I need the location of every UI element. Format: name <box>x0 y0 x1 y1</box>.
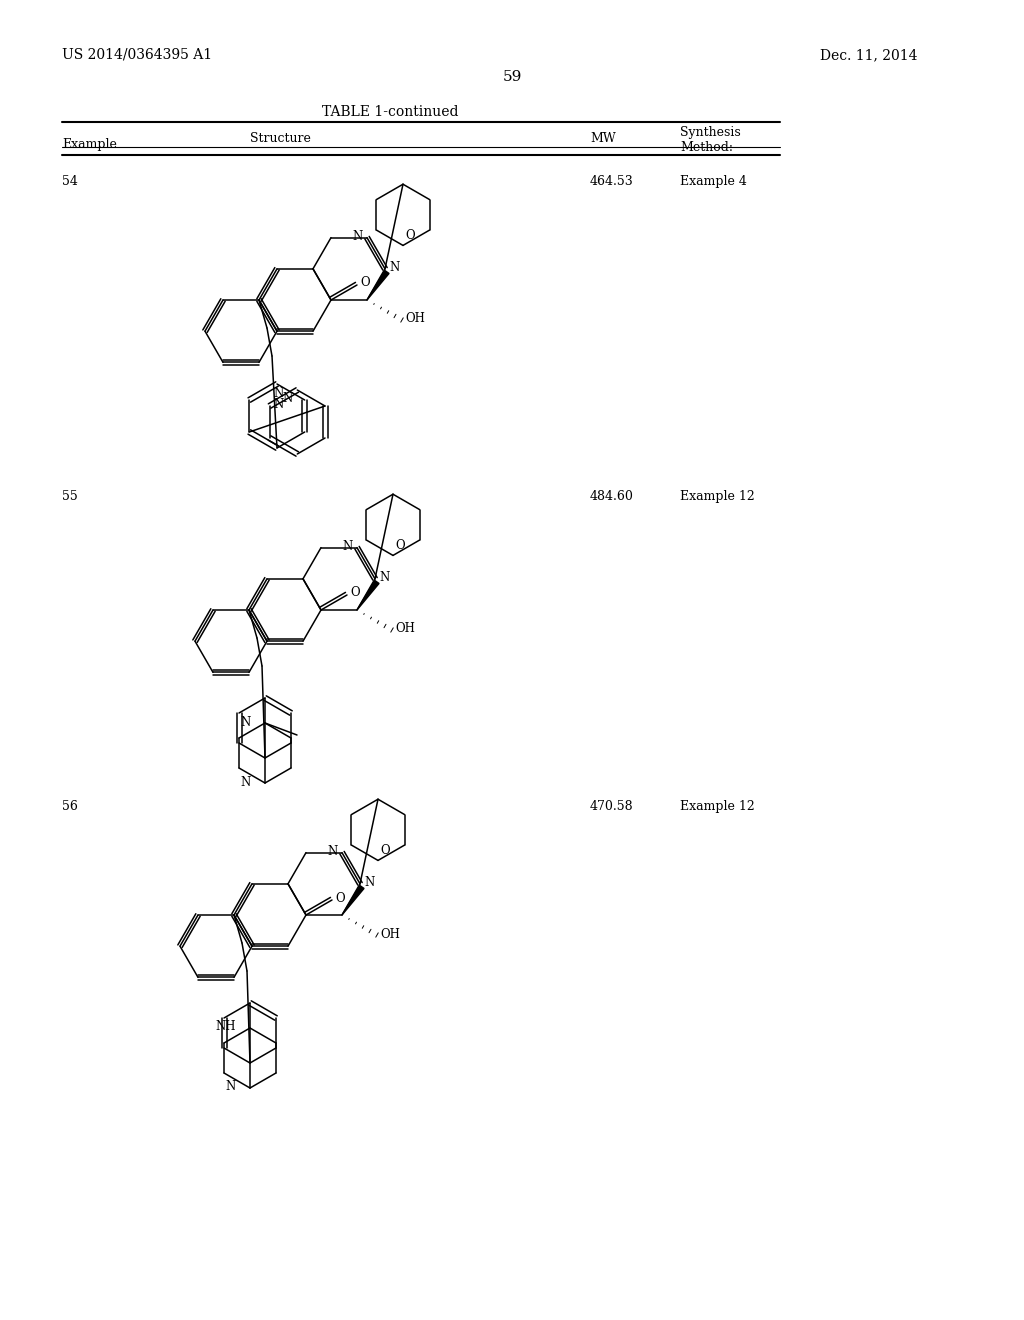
Text: 470.58: 470.58 <box>590 800 634 813</box>
Text: N: N <box>389 261 399 275</box>
Text: Example: Example <box>62 139 117 150</box>
Text: N: N <box>379 572 389 585</box>
Text: O: O <box>395 540 404 553</box>
Text: N: N <box>343 540 353 553</box>
Text: O: O <box>380 845 389 858</box>
Text: N: N <box>328 845 338 858</box>
Text: N: N <box>273 387 284 400</box>
Text: 55: 55 <box>62 490 78 503</box>
Text: N: N <box>241 715 251 729</box>
Text: Synthesis: Synthesis <box>680 125 740 139</box>
Text: Example 12: Example 12 <box>680 800 755 813</box>
Text: N: N <box>241 776 251 788</box>
Text: 59: 59 <box>503 70 521 84</box>
Text: N: N <box>273 399 284 412</box>
Text: O: O <box>335 891 345 904</box>
Text: US 2014/0364395 A1: US 2014/0364395 A1 <box>62 48 212 62</box>
Text: MW: MW <box>590 132 615 145</box>
Text: OH: OH <box>395 623 415 635</box>
Text: 54: 54 <box>62 176 78 187</box>
Text: 484.60: 484.60 <box>590 490 634 503</box>
Text: NH: NH <box>215 1020 236 1034</box>
Text: Example 4: Example 4 <box>680 176 746 187</box>
Polygon shape <box>342 886 365 915</box>
Text: N: N <box>352 230 362 243</box>
Text: OH: OH <box>380 928 400 940</box>
Text: Example 12: Example 12 <box>680 490 755 503</box>
Text: Method:: Method: <box>680 141 733 154</box>
Text: N: N <box>364 876 374 890</box>
Text: 56: 56 <box>62 800 78 813</box>
Polygon shape <box>357 581 379 610</box>
Text: Structure: Structure <box>250 132 311 145</box>
Text: N: N <box>283 392 293 405</box>
Text: O: O <box>360 276 370 289</box>
Text: O: O <box>406 230 415 243</box>
Text: Dec. 11, 2014: Dec. 11, 2014 <box>820 48 918 62</box>
Text: O: O <box>350 586 359 599</box>
Text: N: N <box>225 1081 236 1093</box>
Text: OH: OH <box>406 313 425 326</box>
Polygon shape <box>367 271 389 300</box>
Text: 464.53: 464.53 <box>590 176 634 187</box>
Text: TABLE 1-continued: TABLE 1-continued <box>322 106 459 119</box>
